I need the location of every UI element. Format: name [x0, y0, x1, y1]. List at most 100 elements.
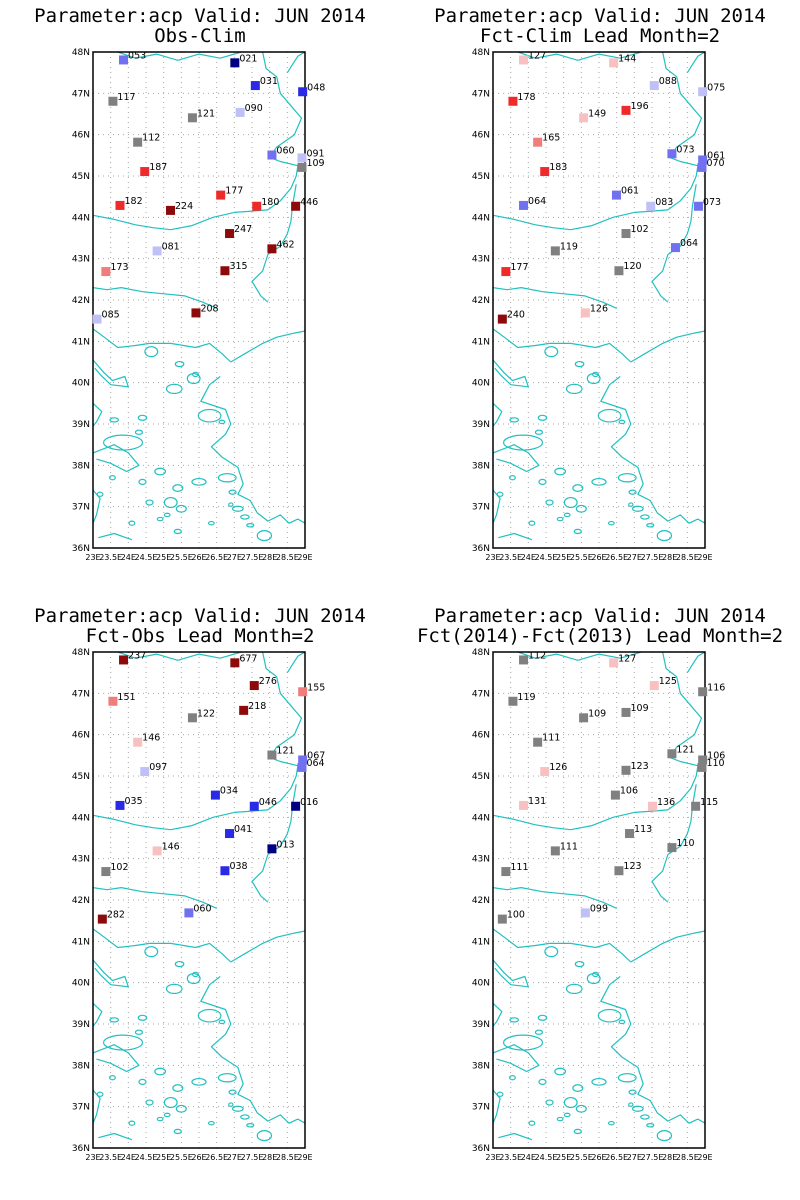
coastline	[492, 402, 503, 427]
island	[640, 1114, 650, 1120]
coastline	[600, 976, 706, 1124]
station-marker	[508, 96, 518, 106]
lon-tick-label: 26.5E	[605, 1153, 628, 1162]
station-marker	[115, 200, 125, 210]
station-marker	[579, 713, 589, 723]
station-label: 102	[631, 224, 649, 235]
lon-tick-label: 26E	[591, 553, 606, 562]
lon-tick-label: 26.5E	[205, 553, 228, 562]
island	[591, 477, 607, 486]
lon-tick-label: 23.5E	[499, 553, 522, 562]
station-marker	[609, 58, 619, 68]
lat-tick-label: 45N	[472, 172, 490, 182]
station-marker	[540, 767, 550, 777]
lon-tick-label: 27E	[627, 1153, 642, 1162]
lat-tick-label: 37N	[472, 503, 490, 513]
station-label: 121	[197, 108, 215, 119]
panel-title: Parameter:acp Valid: JUN 2014	[434, 605, 766, 627]
island	[640, 514, 650, 520]
lat-tick-label: 47N	[72, 689, 90, 699]
lon-tick-label: 24.5E	[135, 1153, 158, 1162]
station-label: 240	[507, 310, 525, 321]
station-marker	[239, 705, 249, 715]
map-svg: 36N 37N 38N 39N 40N 41N 42N 43N 44N 45N 46N 47N 48N 2…	[72, 48, 326, 562]
island	[218, 419, 226, 425]
lat-tick-label: 43N	[72, 255, 90, 265]
station-label: 061	[621, 186, 639, 197]
lon-tick-label: 28.5E	[676, 553, 699, 562]
station-label: 046	[259, 797, 277, 808]
island	[163, 1096, 178, 1109]
coastline	[92, 809, 268, 831]
island	[597, 408, 622, 423]
station-marker	[267, 244, 277, 254]
station-label: 111	[542, 733, 560, 744]
lat-tick-label: 48N	[72, 48, 90, 58]
island	[534, 429, 544, 435]
station-marker	[119, 655, 129, 665]
island	[165, 983, 183, 995]
coastline	[92, 1044, 140, 1073]
lon-tick-label: 28E	[662, 553, 677, 562]
coastline	[492, 887, 617, 909]
map-svg: 36N 37N 38N 39N 40N 41N 42N 43N 44N 45N 46N 47N 48N 2…	[72, 648, 326, 1162]
panel-title: Parameter:acp Valid: JUN 2014	[34, 605, 366, 627]
island	[173, 528, 182, 535]
island	[96, 491, 104, 497]
station-marker	[101, 867, 111, 877]
lat-tick-label: 38N	[472, 461, 490, 471]
station-label: 110	[706, 758, 724, 769]
station-label: 121	[276, 746, 294, 757]
station-label: 100	[507, 910, 525, 921]
island	[138, 478, 147, 485]
island	[197, 408, 222, 423]
island	[617, 473, 637, 483]
lon-tick-label: 28.5E	[676, 1153, 699, 1162]
lat-tick-label: 47N	[472, 689, 490, 699]
lon-tick-label: 24E	[521, 1153, 536, 1162]
island	[537, 414, 548, 421]
station-marker	[649, 81, 659, 91]
coastline	[492, 1044, 540, 1073]
coastline	[92, 287, 217, 309]
lon-tick-label: 28E	[262, 553, 277, 562]
station-label: 048	[307, 82, 325, 93]
coastline	[686, 651, 706, 674]
lat-tick-label: 47N	[72, 89, 90, 99]
grid	[93, 652, 305, 1148]
lat-tick-label: 39N	[472, 420, 490, 430]
coastline	[498, 532, 533, 541]
island	[617, 1073, 637, 1083]
lat-tick-label: 43N	[72, 855, 90, 865]
station-label: 127	[618, 653, 636, 664]
lat-tick-label: 40N	[72, 979, 90, 989]
island	[228, 489, 237, 495]
island	[563, 496, 578, 509]
island	[631, 505, 644, 512]
coastline	[492, 1089, 501, 1124]
island	[109, 1075, 116, 1081]
station-marker	[101, 267, 111, 277]
station-marker	[225, 229, 235, 239]
island	[109, 1017, 120, 1023]
station-marker	[625, 829, 635, 839]
station-marker	[184, 908, 194, 918]
station-label: 035	[125, 796, 143, 807]
lon-tick-label: 27E	[227, 1153, 242, 1162]
lon-tick-label: 25E	[556, 553, 571, 562]
island	[618, 1019, 626, 1025]
station-marker	[698, 687, 708, 697]
station-label: 144	[618, 53, 636, 64]
lon-tick-label: 26.5E	[605, 553, 628, 562]
lon-tick-label: 29E	[697, 553, 712, 562]
lat-tick-label: 39N	[72, 420, 90, 430]
station-marker	[267, 844, 277, 854]
station-marker	[133, 137, 143, 147]
station-marker	[501, 267, 511, 277]
coastline	[92, 444, 140, 473]
island	[137, 414, 148, 421]
station-marker	[621, 707, 631, 717]
station-label: 282	[107, 910, 125, 921]
station-marker	[108, 96, 118, 106]
